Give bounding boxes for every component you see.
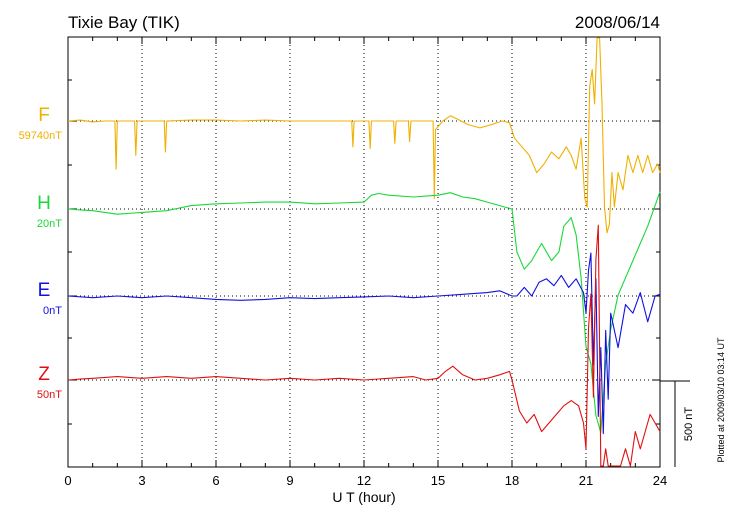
series-baseline-e: 0nT (43, 305, 62, 317)
series-baseline-f: 59740nT (19, 130, 63, 142)
axis-ticks (67, 36, 661, 468)
scale-bar: 500 nT (660, 380, 695, 467)
x-tick-label: 15 (431, 473, 445, 488)
plotted-note: Plotted at 2009/03/10 03:14 UT (716, 337, 726, 463)
series-baseline-z: 50nT (37, 389, 62, 401)
chart-title: Tixie Bay (TIK) (68, 13, 180, 32)
series-name-e: E (38, 280, 51, 301)
x-tick-label: 9 (286, 473, 293, 488)
x-tick-label: 24 (653, 473, 667, 488)
x-tick-label: 0 (64, 473, 71, 488)
series-labels: F 59740nT H 20nT E 0nT Z 50nT (19, 105, 63, 401)
scale-bar-label: 500 nT (683, 407, 695, 442)
x-tick-label: 6 (212, 473, 219, 488)
x-tick-label: 18 (505, 473, 519, 488)
series-lines (67, 37, 661, 467)
series-name-z: Z (38, 364, 50, 385)
series-line-e (67, 252, 661, 435)
x-tick-label: 12 (357, 473, 371, 488)
series-line-z (67, 224, 661, 467)
series-line-f (67, 37, 661, 234)
grid-lines (68, 37, 660, 467)
x-axis-label: U T (hour) (332, 489, 395, 505)
series-name-f: F (38, 105, 50, 126)
series-baseline-h: 20nT (37, 218, 62, 230)
series-name-h: H (37, 193, 51, 214)
x-tick-label: 3 (138, 473, 145, 488)
x-tick-label: 21 (579, 473, 593, 488)
chart-date: 2008/06/14 (575, 13, 660, 32)
series-line-h (67, 191, 661, 434)
x-tick-labels: 0 3 6 9 12 15 18 21 24 (64, 473, 667, 488)
